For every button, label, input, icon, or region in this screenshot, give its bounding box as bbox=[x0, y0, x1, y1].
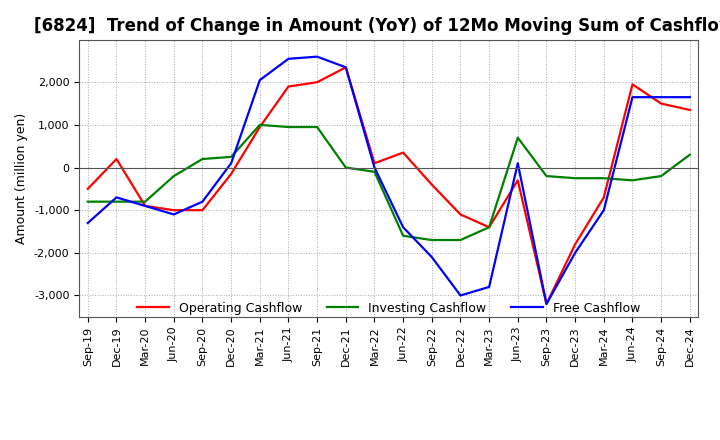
Legend: Operating Cashflow, Investing Cashflow, Free Cashflow: Operating Cashflow, Investing Cashflow, … bbox=[132, 297, 645, 319]
Investing Cashflow bbox=[600, 176, 608, 181]
Investing Cashflow bbox=[141, 199, 150, 204]
Free Cashflow bbox=[542, 301, 551, 307]
Operating Cashflow bbox=[312, 80, 321, 85]
Operating Cashflow bbox=[657, 101, 665, 106]
Investing Cashflow bbox=[399, 233, 408, 238]
Investing Cashflow bbox=[169, 173, 178, 179]
Free Cashflow bbox=[256, 77, 264, 83]
Free Cashflow bbox=[312, 54, 321, 59]
Operating Cashflow bbox=[600, 195, 608, 200]
Operating Cashflow bbox=[227, 171, 235, 176]
Operating Cashflow bbox=[685, 107, 694, 113]
Operating Cashflow bbox=[513, 178, 522, 183]
Operating Cashflow bbox=[542, 301, 551, 307]
Investing Cashflow bbox=[428, 238, 436, 243]
Free Cashflow bbox=[399, 224, 408, 230]
Operating Cashflow bbox=[341, 65, 350, 70]
Free Cashflow bbox=[169, 212, 178, 217]
Free Cashflow bbox=[485, 284, 493, 290]
Investing Cashflow bbox=[513, 135, 522, 140]
Free Cashflow bbox=[284, 56, 293, 62]
Investing Cashflow bbox=[284, 125, 293, 130]
Operating Cashflow bbox=[84, 186, 92, 191]
Free Cashflow bbox=[456, 293, 465, 298]
Line: Free Cashflow: Free Cashflow bbox=[88, 57, 690, 304]
Free Cashflow bbox=[600, 208, 608, 213]
Investing Cashflow bbox=[657, 173, 665, 179]
Investing Cashflow bbox=[542, 173, 551, 179]
Investing Cashflow bbox=[112, 199, 121, 204]
Operating Cashflow bbox=[256, 125, 264, 130]
Investing Cashflow bbox=[370, 169, 379, 174]
Operating Cashflow bbox=[370, 161, 379, 166]
Operating Cashflow bbox=[485, 224, 493, 230]
Investing Cashflow bbox=[312, 125, 321, 130]
Operating Cashflow bbox=[284, 84, 293, 89]
Investing Cashflow bbox=[84, 199, 92, 204]
Free Cashflow bbox=[198, 199, 207, 204]
Investing Cashflow bbox=[198, 156, 207, 161]
Free Cashflow bbox=[513, 161, 522, 166]
Free Cashflow bbox=[370, 165, 379, 170]
Operating Cashflow bbox=[571, 242, 580, 247]
Free Cashflow bbox=[112, 195, 121, 200]
Investing Cashflow bbox=[485, 224, 493, 230]
Operating Cashflow bbox=[428, 182, 436, 187]
Operating Cashflow bbox=[198, 208, 207, 213]
Y-axis label: Amount (million yen): Amount (million yen) bbox=[15, 113, 28, 244]
Operating Cashflow bbox=[628, 82, 636, 87]
Free Cashflow bbox=[685, 95, 694, 100]
Investing Cashflow bbox=[456, 238, 465, 243]
Title: [6824]  Trend of Change in Amount (YoY) of 12Mo Moving Sum of Cashflows: [6824] Trend of Change in Amount (YoY) o… bbox=[34, 17, 720, 35]
Line: Investing Cashflow: Investing Cashflow bbox=[88, 125, 690, 240]
Investing Cashflow bbox=[685, 152, 694, 158]
Investing Cashflow bbox=[571, 176, 580, 181]
Operating Cashflow bbox=[112, 156, 121, 161]
Free Cashflow bbox=[341, 65, 350, 70]
Operating Cashflow bbox=[456, 212, 465, 217]
Operating Cashflow bbox=[399, 150, 408, 155]
Operating Cashflow bbox=[169, 208, 178, 213]
Investing Cashflow bbox=[628, 178, 636, 183]
Operating Cashflow bbox=[141, 203, 150, 209]
Free Cashflow bbox=[141, 203, 150, 209]
Investing Cashflow bbox=[256, 122, 264, 128]
Free Cashflow bbox=[84, 220, 92, 226]
Free Cashflow bbox=[628, 95, 636, 100]
Free Cashflow bbox=[657, 95, 665, 100]
Line: Operating Cashflow: Operating Cashflow bbox=[88, 67, 690, 304]
Investing Cashflow bbox=[227, 154, 235, 160]
Free Cashflow bbox=[428, 254, 436, 260]
Free Cashflow bbox=[571, 250, 580, 256]
Free Cashflow bbox=[227, 161, 235, 166]
Investing Cashflow bbox=[341, 165, 350, 170]
